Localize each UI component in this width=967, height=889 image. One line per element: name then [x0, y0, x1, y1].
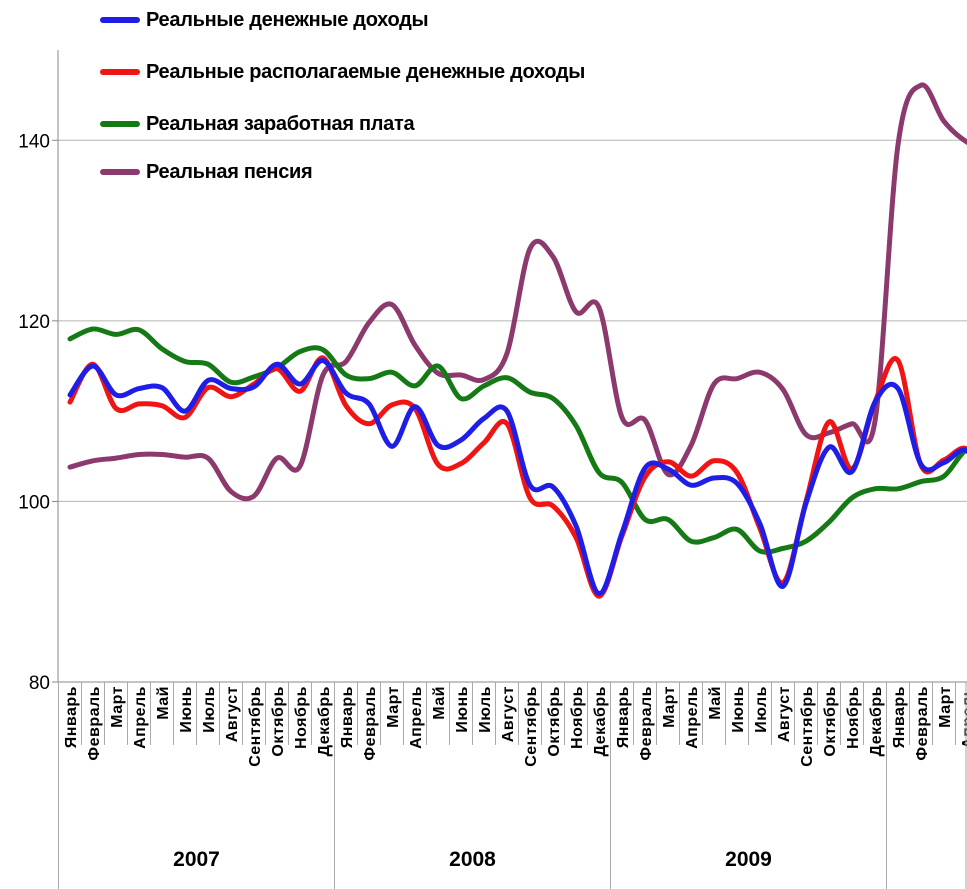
x-category-label: Апрель: [132, 686, 149, 749]
y-tick-label: 120: [18, 312, 50, 333]
x-category-label: Апрель: [960, 686, 967, 749]
series-line-3: [67, 82, 967, 502]
x-category-label: Декабрь: [592, 686, 609, 756]
legend-item-real-wage: Реальная заработная плата: [100, 110, 415, 138]
series-line-2: [67, 326, 967, 555]
x-category-label: Октябрь: [822, 686, 839, 757]
x-category-label: Февраль: [86, 686, 103, 761]
legend-swatch-real-disposable-income: [100, 69, 140, 75]
x-category-label: Июль: [753, 686, 770, 733]
y-axis-ticks: 80 100 120 140: [18, 131, 58, 694]
x-axis-year-labels: 2007200820092010: [58, 682, 967, 889]
x-category-label: Март: [661, 686, 678, 728]
x-category-label: Апрель: [408, 686, 425, 749]
x-category-label: Апрель: [684, 686, 701, 749]
legend-swatch-real-income: [100, 17, 140, 23]
legend-item-real-income: Реальные денежные доходы: [100, 6, 429, 34]
x-category-label: Май: [707, 686, 724, 720]
x-category-label: Июнь: [178, 686, 195, 733]
legend-swatch-real-wage: [100, 121, 140, 127]
x-category-label: Июнь: [730, 686, 747, 733]
x-category-label: Октябрь: [270, 686, 287, 757]
series-line-0: [67, 358, 967, 597]
x-year-label: 2008: [449, 848, 496, 871]
x-axis-month-labels: Январь Февраль Март Апрель Май Июнь Июль Август…: [58, 682, 967, 767]
x-category-label: Май: [155, 686, 172, 720]
legend-swatch-real-pension: [100, 169, 140, 175]
x-category-label: Ноябрь: [569, 686, 586, 749]
x-category-label: Август: [776, 686, 793, 742]
legend-label-real-pension: Реальная пенсия: [146, 160, 313, 183]
x-category-label: Май: [431, 686, 448, 720]
legend-item-real-pension: Реальная пенсия: [100, 158, 313, 186]
y-tick-label: 140: [18, 131, 50, 152]
x-category-label: Сентябрь: [799, 686, 816, 767]
y-tick-label: 80: [29, 673, 50, 694]
x-category-label: Март: [385, 686, 402, 728]
series-line-1: [67, 355, 967, 599]
x-category-label: Январь: [339, 686, 356, 748]
x-category-label: Февраль: [914, 686, 931, 761]
x-category-label: Июль: [201, 686, 218, 733]
x-category-label: Январь: [63, 686, 80, 748]
x-category-label: Ноябрь: [293, 686, 310, 749]
legend-label-real-wage: Реальная заработная плата: [146, 112, 415, 135]
legend-label-real-disposable-income: Реальные располагаемые денежные доходы: [146, 60, 586, 83]
x-category-label: Декабрь: [868, 686, 885, 756]
x-year-label: 2007: [173, 848, 220, 871]
x-category-label: Март: [109, 686, 126, 728]
x-category-label: Июнь: [454, 686, 471, 733]
x-category-label: Ноябрь: [845, 686, 862, 749]
x-category-label: Октябрь: [546, 686, 563, 757]
x-category-label: Сентябрь: [247, 686, 264, 767]
x-category-label: Январь: [891, 686, 908, 748]
axes: [57, 50, 967, 683]
x-category-label: Сентябрь: [523, 686, 540, 767]
legend-label-real-income: Реальные денежные доходы: [146, 8, 429, 31]
x-category-label: Июль: [477, 686, 494, 733]
y-tick-label: 100: [18, 492, 50, 513]
x-category-label: Февраль: [638, 686, 655, 761]
x-category-label: Август: [224, 686, 241, 742]
x-category-label: Март: [937, 686, 954, 728]
x-category-label: Январь: [615, 686, 632, 748]
x-category-label: Февраль: [362, 686, 379, 761]
x-year-label: 2009: [725, 848, 772, 871]
legend-item-real-disposable-income: Реальные располагаемые денежные доходы: [100, 58, 585, 86]
x-category-label: Август: [500, 686, 517, 742]
x-category-label: Декабрь: [316, 686, 333, 756]
